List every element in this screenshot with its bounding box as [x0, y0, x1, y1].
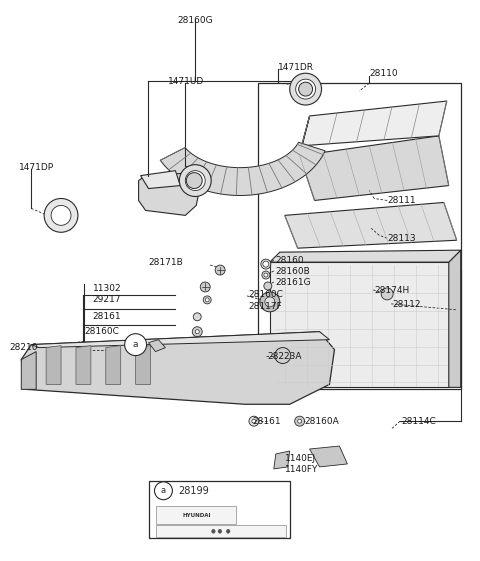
Bar — [148, 481, 290, 539]
Circle shape — [299, 82, 312, 96]
Circle shape — [290, 73, 322, 105]
Circle shape — [200, 282, 210, 292]
Polygon shape — [270, 250, 461, 262]
Text: 11302: 11302 — [93, 284, 121, 293]
Text: 1471DP: 1471DP — [19, 163, 54, 172]
Text: HYUNDAI: HYUNDAI — [182, 513, 211, 518]
Polygon shape — [310, 446, 348, 467]
Circle shape — [265, 297, 275, 307]
Text: 28160C: 28160C — [248, 290, 283, 299]
Text: 28210: 28210 — [9, 343, 38, 352]
Circle shape — [203, 296, 211, 304]
Polygon shape — [31, 332, 329, 348]
Text: 28161: 28161 — [93, 312, 121, 321]
Polygon shape — [160, 142, 325, 195]
Polygon shape — [46, 346, 61, 384]
Circle shape — [260, 292, 280, 312]
Text: 28117F: 28117F — [248, 302, 282, 311]
Circle shape — [51, 205, 71, 226]
Text: 28160C: 28160C — [84, 327, 119, 335]
Text: 28160: 28160 — [276, 256, 304, 265]
Text: 28199: 28199 — [179, 486, 209, 496]
Text: 28223A: 28223A — [268, 352, 302, 361]
Text: 28171B: 28171B — [148, 258, 183, 267]
Circle shape — [186, 173, 202, 188]
Text: 28160G: 28160G — [178, 16, 213, 25]
Text: a: a — [161, 486, 166, 495]
Text: a: a — [133, 340, 138, 349]
Circle shape — [275, 348, 291, 364]
Text: 28113: 28113 — [387, 234, 416, 243]
Circle shape — [263, 261, 269, 267]
Polygon shape — [141, 171, 180, 188]
Polygon shape — [301, 101, 447, 146]
Polygon shape — [285, 203, 457, 248]
Polygon shape — [292, 116, 310, 165]
Polygon shape — [274, 451, 290, 469]
Circle shape — [264, 273, 268, 277]
Circle shape — [125, 334, 146, 356]
Circle shape — [192, 327, 202, 337]
Text: 1140EJ: 1140EJ — [285, 454, 316, 463]
Circle shape — [261, 259, 271, 269]
Text: 28160A: 28160A — [305, 417, 339, 426]
Text: 28112: 28112 — [392, 300, 420, 309]
Text: 1471DR: 1471DR — [278, 63, 314, 72]
Polygon shape — [300, 136, 449, 200]
Circle shape — [264, 282, 272, 290]
Bar — [258, 83, 461, 389]
Polygon shape — [21, 332, 335, 404]
Circle shape — [252, 419, 256, 423]
Circle shape — [249, 416, 259, 426]
Circle shape — [295, 416, 305, 426]
Circle shape — [155, 482, 172, 500]
Circle shape — [44, 199, 78, 232]
Polygon shape — [106, 346, 120, 384]
Text: 29217: 29217 — [93, 295, 121, 304]
Circle shape — [185, 171, 205, 191]
Polygon shape — [21, 352, 36, 389]
Circle shape — [195, 330, 199, 334]
Text: 28161: 28161 — [252, 417, 280, 426]
Circle shape — [262, 271, 270, 279]
Text: ● ●  ●: ● ● ● — [211, 528, 231, 534]
Text: 28174H: 28174H — [374, 286, 409, 295]
Polygon shape — [139, 173, 200, 215]
Bar — [156, 506, 236, 524]
Text: 28160B: 28160B — [276, 267, 311, 276]
Circle shape — [205, 298, 209, 302]
Text: 1140FY: 1140FY — [285, 465, 318, 474]
Circle shape — [193, 313, 201, 321]
Bar — [156, 525, 286, 537]
Circle shape — [215, 265, 225, 275]
Circle shape — [298, 419, 301, 423]
Circle shape — [296, 79, 315, 99]
Polygon shape — [270, 262, 449, 388]
Polygon shape — [76, 346, 91, 384]
Text: 28114C: 28114C — [401, 417, 436, 426]
Text: 28111: 28111 — [387, 196, 416, 205]
Polygon shape — [148, 339, 166, 352]
Circle shape — [180, 165, 211, 196]
Text: 28161G: 28161G — [276, 278, 312, 287]
Text: 28110: 28110 — [369, 69, 398, 78]
Circle shape — [381, 288, 393, 300]
Text: 1471UD: 1471UD — [168, 77, 204, 86]
Polygon shape — [449, 250, 461, 388]
Polygon shape — [136, 346, 151, 384]
